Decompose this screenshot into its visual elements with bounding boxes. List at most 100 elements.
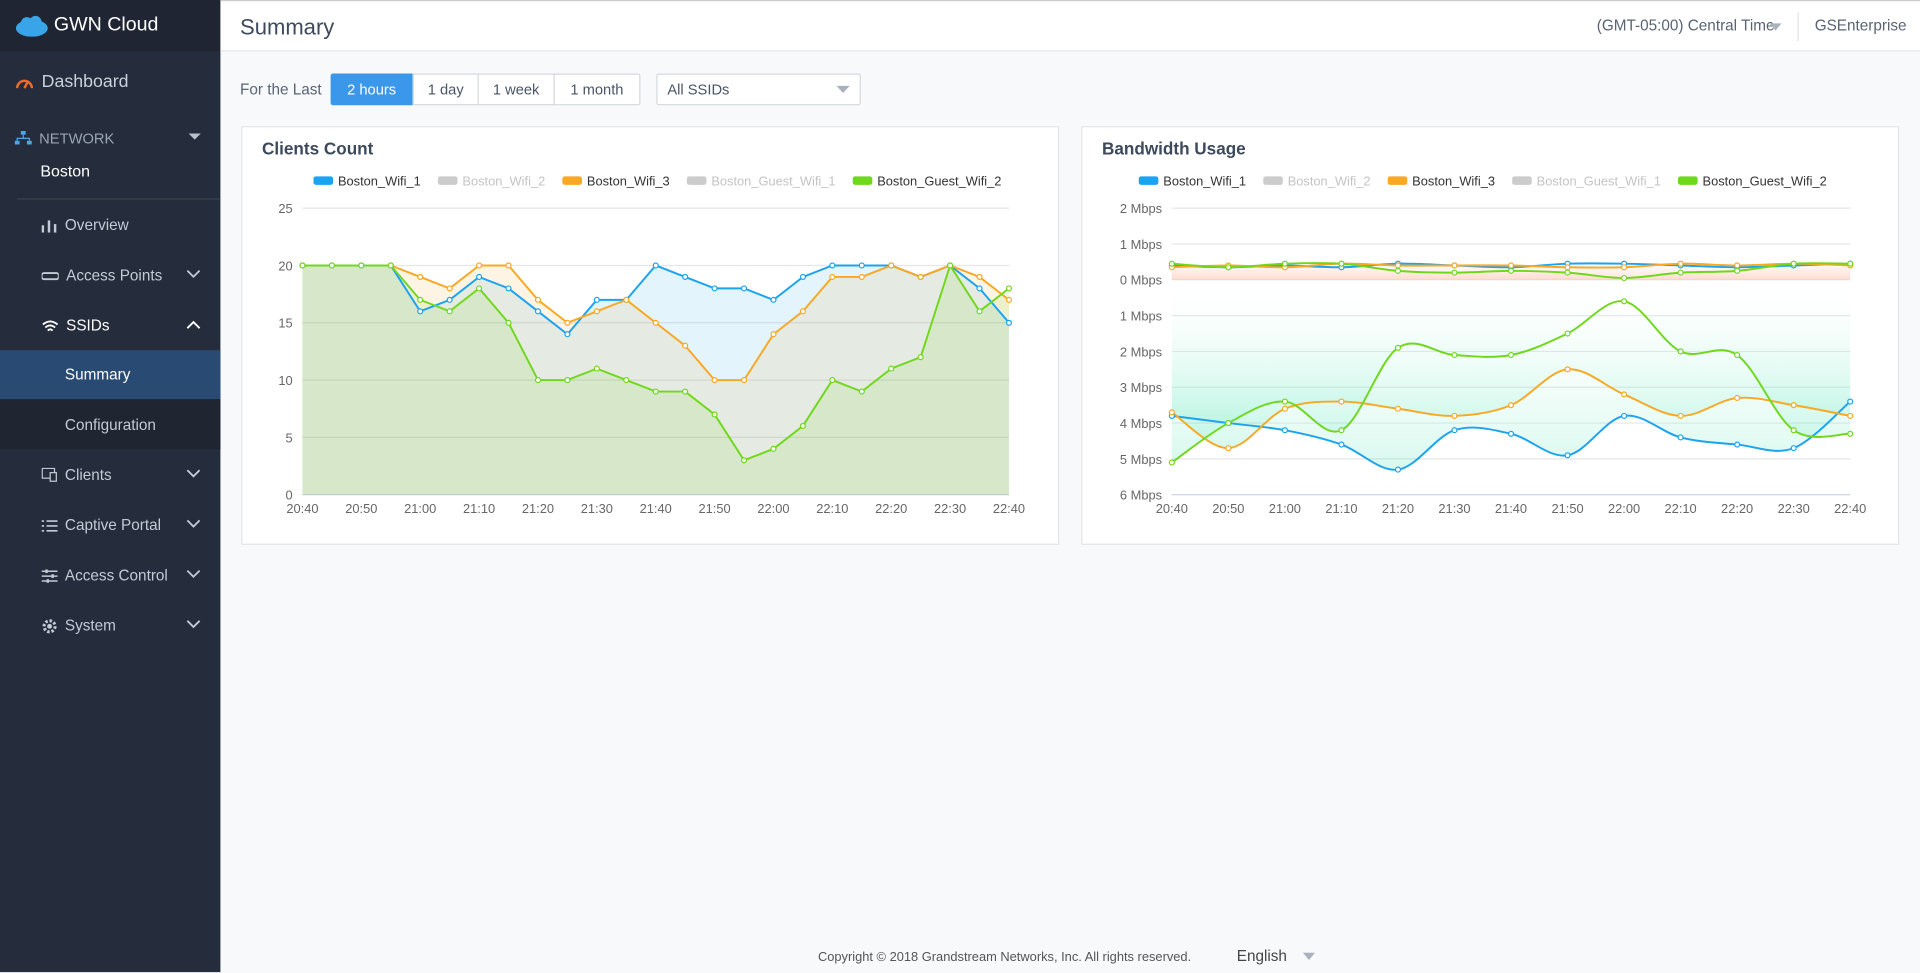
nav-overview[interactable]: Overview [0, 201, 220, 250]
data-point [1281, 405, 1288, 412]
nav-captive-portal[interactable]: Captive Portal [0, 501, 220, 550]
legend-swatch [1512, 176, 1532, 185]
data-point [1507, 267, 1515, 274]
data-point [740, 457, 748, 464]
brand-logo [15, 15, 48, 37]
range-button[interactable]: 2 hours [330, 73, 413, 106]
data-point [1225, 445, 1232, 452]
nav-site[interactable]: Boston [0, 146, 220, 195]
data-point [682, 388, 689, 395]
data-point [858, 273, 865, 280]
data-point [858, 388, 865, 395]
nav-summary[interactable]: Summary [0, 350, 221, 400]
ssid-select[interactable]: All SSIDs [656, 73, 861, 106]
x-tick-label: 21:40 [1495, 501, 1527, 516]
data-point [947, 262, 954, 269]
data-point [1225, 264, 1232, 271]
range-button[interactable]: 1 month [553, 73, 641, 106]
y-tick-label: 20 [278, 258, 292, 273]
language[interactable]: English [1236, 947, 1287, 965]
range-button[interactable]: 1 week [477, 73, 555, 106]
y-tick-label: 0 [285, 488, 292, 503]
x-tick-label: 22:10 [1665, 501, 1697, 516]
icon [41, 467, 57, 482]
button-label: 2 hours [347, 80, 397, 98]
data-point [505, 262, 512, 269]
user[interactable]: GSEnterprise [1814, 17, 1907, 35]
data-point [1621, 264, 1628, 271]
x-tick-label: 21:00 [1269, 501, 1301, 516]
chart-title: Bandwidth Usage [1102, 138, 1246, 158]
data-point [1451, 427, 1458, 434]
data-point [476, 285, 483, 292]
chart-title: Clients Count [262, 138, 374, 158]
nav-access-control[interactable]: Access Control [0, 551, 220, 600]
y-tick-label: 1 Mbps [1120, 309, 1162, 324]
data-point [1451, 351, 1458, 359]
data-point [1507, 430, 1515, 437]
markers [1168, 260, 1854, 473]
copyright: Copyright © 2018 Grandstream Networks, I… [817, 950, 1192, 965]
data-point [1564, 452, 1571, 459]
data-point [1790, 402, 1797, 409]
legend-label: Boston_Guest_Wifi_1 [1537, 174, 1661, 189]
legend-swatch [1387, 176, 1408, 185]
caret [1769, 23, 1782, 31]
x-tick-label: 22:00 [1608, 501, 1640, 516]
series-area [302, 265, 1009, 495]
divider [17, 198, 221, 200]
nav-clients[interactable]: Clients [0, 451, 220, 500]
nav-network[interactable]: NETWORK [0, 114, 220, 163]
y-tick-label: 4 Mbps [1120, 416, 1162, 431]
data-point [1281, 398, 1288, 405]
button-label: 1 month [570, 80, 624, 98]
x-tick-label: 22:10 [816, 501, 848, 516]
data-point [1168, 260, 1175, 267]
data-point [1564, 269, 1571, 276]
series-area [302, 265, 1009, 495]
nav-ssids[interactable]: SSIDs [0, 301, 220, 350]
chevron [186, 269, 201, 279]
data-point [564, 331, 571, 338]
data-point [387, 262, 394, 269]
data-point [711, 285, 718, 292]
data-point [1168, 459, 1175, 466]
data-point [1451, 269, 1458, 276]
data-point [1507, 262, 1515, 269]
nav-dashboard[interactable]: Dashboard [0, 58, 220, 107]
legend-swatch [437, 176, 458, 185]
icon [41, 568, 58, 583]
legend-label: Boston_Guest_Wifi_2 [877, 174, 1001, 189]
legend-swatch [1263, 176, 1283, 185]
data-point [328, 262, 335, 269]
data-point [417, 273, 424, 280]
y-tick-label: 15 [278, 316, 292, 331]
data-point [858, 262, 865, 269]
range-button[interactable]: 1 day [412, 73, 479, 106]
data-point [829, 377, 836, 384]
data-point [417, 308, 424, 315]
legend-label: Boston_Wifi_2 [462, 174, 545, 189]
x-tick-label: 21:10 [463, 501, 495, 516]
x-tick-label: 20:40 [1156, 501, 1188, 516]
data-point [534, 308, 542, 315]
nav-system[interactable]: System [0, 601, 220, 650]
data-point [976, 273, 983, 280]
nav-label: Overview [64, 216, 129, 234]
data-point [711, 377, 718, 384]
icon [15, 79, 34, 89]
timezone[interactable]: (GMT-05:00) Central Time [1596, 17, 1775, 35]
data-point [1621, 412, 1628, 419]
legend-swatch [852, 176, 873, 185]
nav-access-points[interactable]: Access Points [0, 251, 220, 300]
data-point [1394, 344, 1402, 351]
series-area [302, 265, 1009, 495]
data-point [593, 308, 600, 315]
data-point [1338, 441, 1345, 448]
page-title: Summary [240, 14, 335, 40]
nav-configuration[interactable]: Configuration [0, 399, 221, 450]
x-tick-label: 20:40 [286, 501, 318, 516]
data-point [917, 273, 924, 280]
button-label: 1 week [492, 80, 540, 98]
nav-label: Configuration [64, 415, 156, 433]
